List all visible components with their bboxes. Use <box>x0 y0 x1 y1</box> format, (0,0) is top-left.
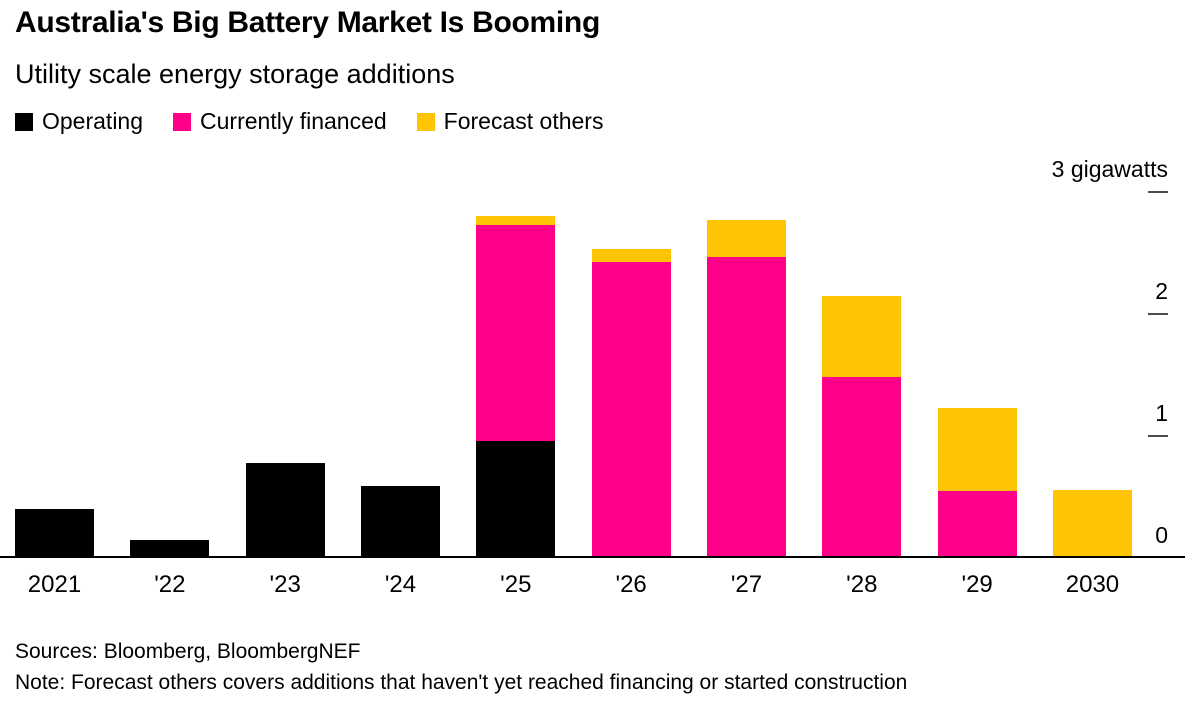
bar-segment-currently-financed-27 <box>706 256 786 558</box>
x-axis-label-28: '28 <box>846 571 878 598</box>
y-axis-tick-3 <box>1148 191 1168 193</box>
legend-label-operating: Operating <box>42 108 144 134</box>
bar-segment-operating-22 <box>130 539 210 558</box>
y-axis-tick-1 <box>1148 435 1168 437</box>
y-axis-label-3: 3 gigawatts <box>1051 156 1168 182</box>
bar-segment-forecast-others-29 <box>937 407 1017 491</box>
x-axis-label-2030: 2030 <box>1065 571 1120 598</box>
x-axis-line <box>0 556 1185 558</box>
x-axis-label-25: '25 <box>500 571 532 598</box>
bar-segment-operating-24 <box>360 486 440 558</box>
x-axis-label-22: '22 <box>154 571 186 598</box>
chart-title: Australia's Big Battery Market Is Boomin… <box>15 6 600 39</box>
x-axis-label-23: '23 <box>269 571 301 598</box>
x-axis-label-29: '29 <box>961 571 993 598</box>
x-axis-label-2021: 2021 <box>27 571 82 598</box>
y-axis-label-0: 0 <box>1155 522 1168 548</box>
bar-segment-operating-2021 <box>15 509 94 558</box>
legend-item-operating: Operating <box>15 108 143 135</box>
legend-item-currently-financed: Currently financed <box>173 108 387 135</box>
note-text: Note: Forecast others covers additions t… <box>15 671 908 694</box>
bar-segment-currently-financed-25 <box>476 224 556 441</box>
bar-segment-operating-25 <box>476 440 556 558</box>
currently-financed-swatch-icon <box>173 112 192 131</box>
bar-segment-currently-financed-26 <box>591 261 671 558</box>
bar-segment-forecast-others-2030 <box>1052 489 1132 558</box>
sources-text: Sources: Bloomberg, BloombergNEF <box>15 640 361 663</box>
forecast-others-swatch-icon <box>416 112 435 131</box>
bar-segment-operating-23 <box>245 462 325 558</box>
x-axis-label-24: '24 <box>384 571 417 598</box>
y-axis-label-1: 1 <box>1155 400 1168 426</box>
legend-item-forecast-others: Forecast others <box>416 108 604 135</box>
bar-segment-forecast-others-27 <box>706 220 786 257</box>
legend: Operating Currently financed Forecast ot… <box>15 108 603 135</box>
operating-swatch-icon <box>15 112 33 131</box>
legend-label-forecast-others: Forecast others <box>443 108 604 134</box>
bar-segment-currently-financed-28 <box>822 377 902 558</box>
bar-segment-forecast-others-26 <box>591 249 671 262</box>
bar-segment-forecast-others-28 <box>822 295 902 378</box>
chart-subtitle: Utility scale energy storage additions <box>15 59 455 89</box>
y-axis-tick-2 <box>1148 313 1168 315</box>
legend-label-currently-financed: Currently financed <box>200 108 387 134</box>
x-axis-label-26: '26 <box>615 571 647 598</box>
y-axis-label-2: 2 <box>1155 278 1168 304</box>
bar-segment-currently-financed-29 <box>937 490 1017 558</box>
bar-segment-forecast-others-25 <box>476 216 556 225</box>
x-axis-label-27: '27 <box>730 571 763 598</box>
